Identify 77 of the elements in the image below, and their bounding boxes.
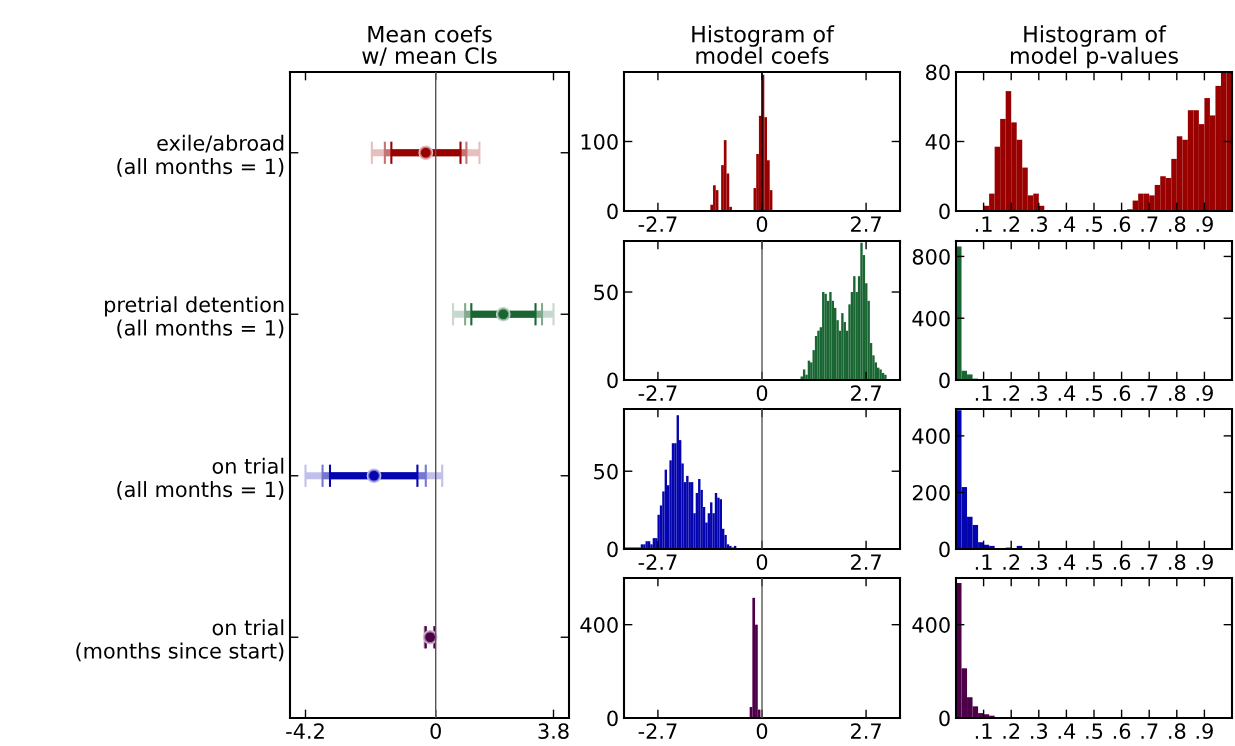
x-tick-label: 2.7 (851, 385, 881, 401)
y-tick-label: 0 (939, 541, 950, 558)
y-tick-label: pretrial detention (all months = 1) (105, 296, 284, 339)
x-tick-label: .9 (1196, 723, 1213, 739)
y-tick-label: 0 (607, 372, 618, 389)
x-tick-label: .7 (1141, 385, 1158, 401)
x-tick-label: .2 (1003, 723, 1020, 739)
x-tick-label: .7 (1141, 554, 1158, 570)
x-tick-label: .2 (1003, 385, 1020, 401)
x-tick-label: .4 (1058, 554, 1076, 570)
x-tick-label: .1 (975, 554, 992, 570)
x-tick-label: 2.7 (851, 723, 881, 739)
x-tick-label: .5 (1086, 723, 1103, 739)
x-tick-label: .1 (975, 723, 992, 739)
x-tick-label: .5 (1086, 385, 1103, 401)
x-tick-label: .3 (1031, 216, 1048, 232)
x-tick-label: .4 (1058, 385, 1076, 401)
y-tick-label: 50 (594, 284, 618, 301)
x-tick-label: 0 (430, 723, 441, 739)
chart-title: Mean coefs w/ mean CIs (362, 25, 497, 66)
y-tick-label: 100 (581, 133, 618, 150)
y-tick-label: 400 (912, 310, 950, 327)
x-tick-label: .5 (1086, 554, 1103, 570)
x-tick-label: 0 (756, 554, 768, 570)
x-tick-label: .7 (1141, 216, 1158, 232)
chart-title: Histogram of model coefs (692, 25, 835, 64)
y-tick-label: 0 (939, 710, 950, 727)
x-tick-label: .5 (1086, 216, 1103, 232)
y-tick-label: 0 (607, 710, 618, 727)
x-tick-label: -2.7 (638, 216, 677, 232)
x-tick-label: .2 (1003, 216, 1020, 232)
x-tick-label: .8 (1169, 723, 1186, 739)
y-tick-label: 0 (607, 203, 618, 220)
x-tick-label: .3 (1031, 554, 1048, 570)
x-tick-label: .4 (1058, 216, 1076, 232)
x-tick-label: 2.7 (851, 554, 881, 570)
y-tick-label: on trial (all months = 1) (117, 457, 284, 500)
y-tick-label: 400 (912, 428, 950, 445)
y-tick-label: 800 (912, 248, 950, 265)
x-tick-label: .6 (1113, 554, 1131, 570)
y-tick-label: on trial (months since start) (76, 619, 284, 662)
x-tick-label: 3.8 (538, 723, 569, 739)
x-tick-label: .6 (1113, 723, 1131, 739)
x-tick-label: .7 (1141, 723, 1158, 739)
y-tick-label: 40 (925, 133, 950, 150)
y-tick-label: 400 (912, 617, 950, 633)
x-tick-label: .6 (1113, 385, 1131, 401)
y-tick-label: 50 (594, 463, 618, 480)
x-tick-label: .9 (1196, 385, 1213, 401)
x-tick-label: -2.7 (638, 723, 677, 739)
x-tick-label: .8 (1169, 554, 1186, 570)
x-tick-label: .1 (975, 216, 992, 232)
x-tick-label: .9 (1196, 554, 1213, 570)
y-tick-label: 200 (912, 484, 950, 501)
x-tick-label: .6 (1113, 216, 1131, 232)
y-tick-label: exile/abroad (all months = 1) (117, 134, 284, 177)
x-tick-label: .9 (1196, 216, 1213, 232)
x-tick-label: .2 (1003, 554, 1020, 570)
y-tick-label: 0 (607, 541, 618, 558)
x-tick-label: -4.2 (286, 723, 324, 739)
x-tick-label: .8 (1169, 216, 1186, 232)
x-tick-label: 2.7 (851, 216, 881, 232)
y-tick-label: 0 (939, 203, 950, 220)
x-tick-label: .4 (1058, 723, 1076, 739)
x-tick-label: -2.7 (638, 554, 677, 570)
x-tick-label: 0 (756, 723, 768, 739)
x-tick-label: 0 (756, 385, 768, 401)
y-tick-label: 0 (939, 372, 950, 389)
x-tick-label: .1 (975, 385, 992, 401)
y-tick-label: 80 (926, 64, 950, 81)
x-tick-label: -2.7 (638, 385, 677, 401)
x-tick-label: .8 (1169, 385, 1186, 401)
x-tick-label: .3 (1031, 723, 1048, 739)
y-tick-label: 400 (580, 617, 618, 633)
x-tick-label: .3 (1031, 385, 1048, 401)
chart-title: Histogram of model p-values (1010, 25, 1178, 69)
x-tick-label: 0 (756, 216, 768, 232)
